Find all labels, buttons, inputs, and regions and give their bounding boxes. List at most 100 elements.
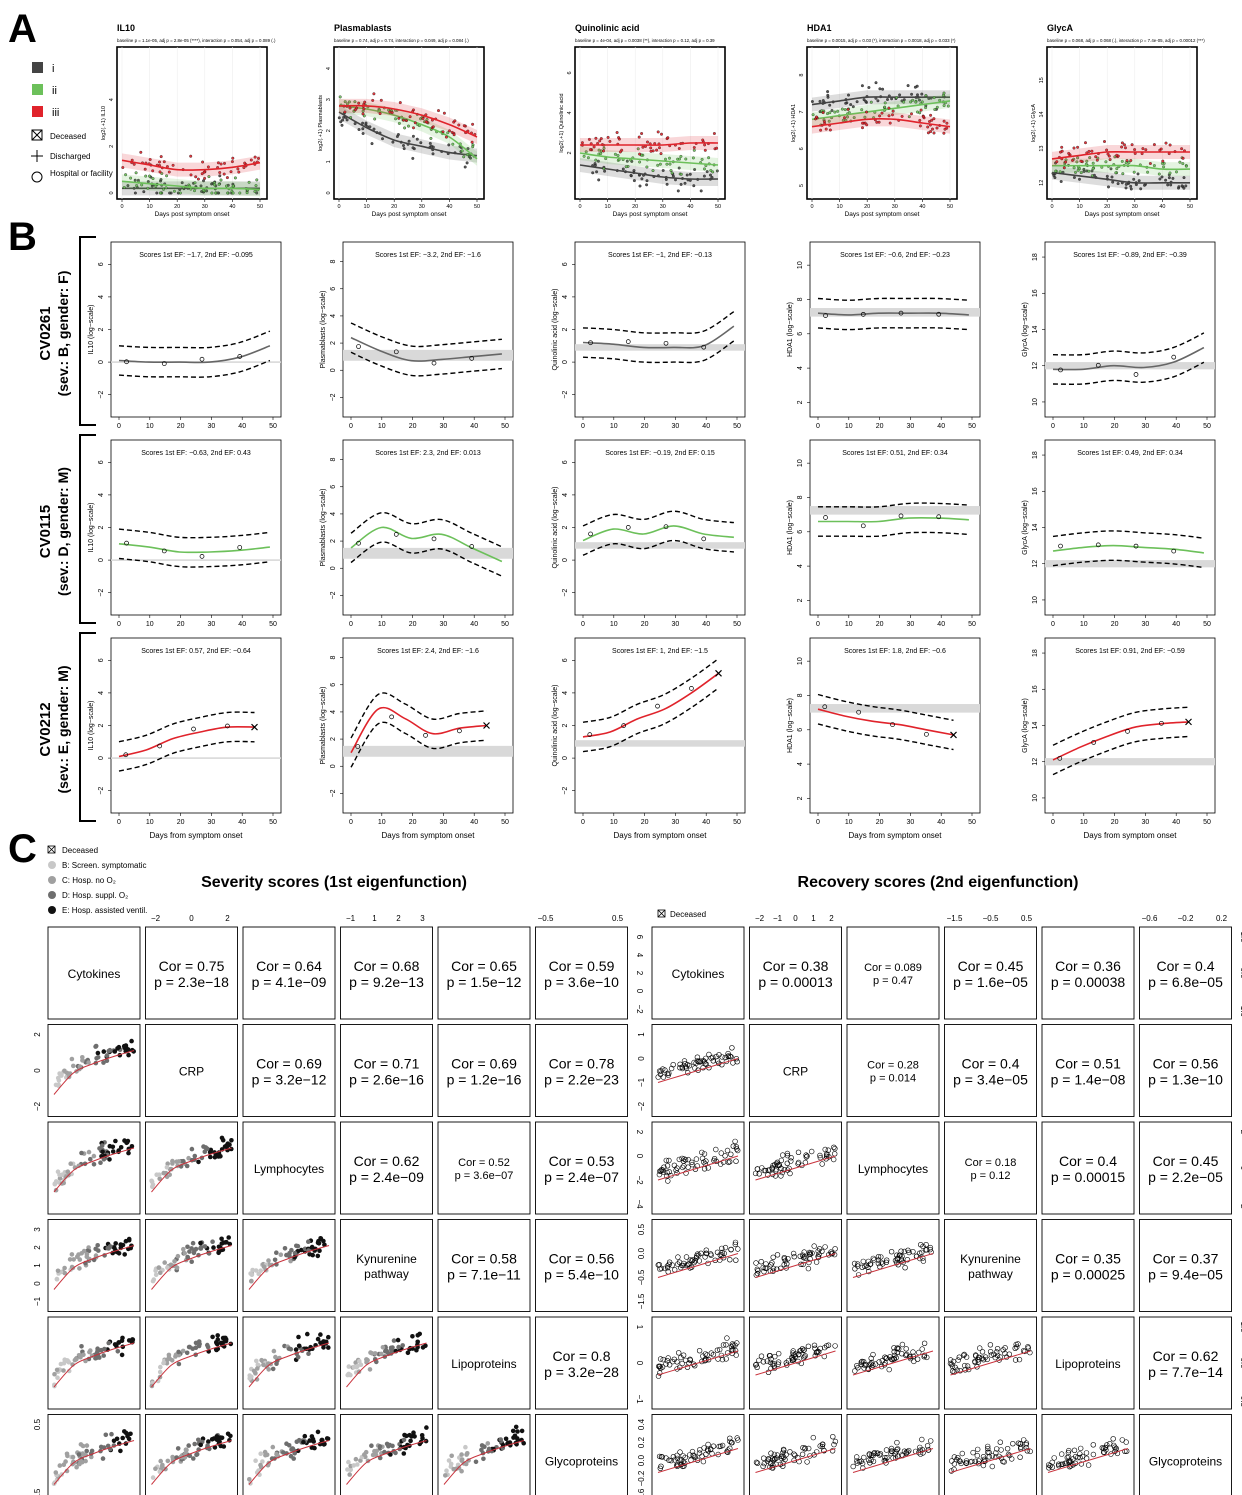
data-point (444, 135, 448, 139)
data-point (362, 114, 366, 118)
top-tick-label: −0.2 (1178, 914, 1194, 923)
x-tick-label: 50 (269, 423, 277, 430)
scatter-point (184, 1163, 190, 1169)
data-point (1072, 146, 1076, 150)
confidence-band (122, 174, 260, 197)
scatter-point (79, 1150, 84, 1156)
x-tick-label: 50 (968, 423, 976, 430)
correlation-text: p = 0.00013 (758, 974, 833, 990)
correlation-text: Cor = 0.59 (549, 958, 615, 974)
scatter-point (351, 1463, 357, 1468)
scatter-point (54, 1367, 60, 1373)
y-tick-label: 6 (799, 147, 805, 150)
data-point (238, 191, 242, 195)
left-tick-label: 0.5 (637, 1223, 646, 1235)
left-tick-label: −0.5 (637, 1269, 646, 1285)
top-tick-label: 2 (225, 914, 230, 923)
scatter-point (459, 1457, 465, 1462)
scatter-point (326, 1334, 331, 1340)
y-tick-label: 2 (98, 723, 105, 727)
data-point (679, 172, 683, 176)
scatter-point (55, 1375, 60, 1380)
y-tick-label: 2 (797, 400, 804, 404)
panel-a-stats: baseline p = 4e-04, adj p = 0.0038 (**),… (575, 38, 715, 43)
x-tick-label: 0 (117, 819, 121, 826)
data-point (1129, 159, 1133, 162)
panel-label-c: C (8, 827, 37, 871)
x-tick-label: 30 (892, 204, 898, 210)
scatter-point (249, 1278, 254, 1284)
y-tick-label: −2 (98, 589, 105, 597)
diagonal-label: pathway (364, 1267, 409, 1281)
panel-a-plot-glyca: GlycA baseline p = 0.068, adj p = 0.068 (… (1031, 23, 1205, 218)
correlation-text: Cor = 0.38 (763, 958, 829, 974)
recovery-legend-label: Deceased (670, 910, 706, 919)
data-point (361, 132, 365, 135)
x-tick-label: 40 (229, 204, 235, 210)
scatter-point (258, 1462, 263, 1468)
panel-b-plot: Scores 1st EF: 2.4, 2nd EF: −1.60 10 20 30 4… (320, 637, 514, 840)
scatter-point (88, 1156, 93, 1162)
y-tick-label: 8 (797, 495, 804, 499)
x-tick-label: 20 (641, 819, 649, 826)
data-point (178, 191, 182, 195)
y-tick-label: 14 (1039, 111, 1045, 117)
y-tick-label: 12 (1032, 758, 1039, 766)
x-tick-label: 50 (1203, 423, 1211, 430)
scatter-point (315, 1429, 321, 1435)
plus-icon (31, 150, 43, 162)
scatter-point (193, 1340, 199, 1346)
scatter-point (473, 1459, 479, 1465)
data-point (846, 107, 850, 111)
panel-b-plot: Scores 1st EF: −0.63, 2nd EF: 0.430 10 20 3… (88, 439, 282, 628)
top-tick-label: 2 (829, 914, 834, 923)
data-point (139, 150, 143, 154)
y-tick-label: 4 (109, 98, 115, 101)
scores-text: Scores 1st EF: −3.2, 2nd EF: −1.6 (375, 252, 481, 259)
scatter-point (519, 1428, 525, 1434)
data-point (638, 152, 642, 156)
x-tick-label: 10 (845, 423, 853, 430)
y-tick-label: 6 (562, 658, 569, 662)
left-tick-label: 0 (637, 1056, 646, 1061)
x-axis-label: Days from symptom onset (1084, 831, 1178, 840)
data-point (395, 135, 399, 138)
data-point (447, 143, 451, 147)
scatter-point (288, 1453, 294, 1459)
scatter-point (219, 1135, 225, 1141)
scatter-point (95, 1055, 101, 1060)
scatter-point (224, 1143, 230, 1149)
y-tick-label: 4 (98, 691, 105, 695)
data-point (337, 116, 341, 120)
x-tick-label: 40 (1172, 423, 1180, 430)
legend-label-hospital-text: Hospital or facility (50, 169, 113, 178)
matrix-cell (340, 1414, 433, 1495)
row-sublabel: (sev.: D, gender: M) (55, 467, 71, 596)
data-point (349, 116, 353, 119)
left-tick-label: 0.2 (637, 1436, 646, 1448)
plot-frame (342, 439, 514, 616)
x-tick-label: 30 (440, 423, 448, 430)
scatter-point (116, 1044, 122, 1050)
scatter-point (372, 1448, 377, 1454)
y-tick-label: 4 (330, 512, 337, 516)
data-point (124, 173, 128, 177)
top-tick-label: −1 (346, 914, 356, 923)
scatter-point (80, 1055, 85, 1060)
scatter-point (321, 1238, 326, 1244)
y-tick-label: 0 (330, 566, 337, 570)
correlation-text: p = 2.2e−05 (1148, 1169, 1223, 1185)
panel-b-plot: Scores 1st EF: −3.2, 2nd EF: −1.60 10 20 30… (320, 241, 514, 430)
matrix-cell (749, 1414, 842, 1495)
data-point (213, 183, 216, 187)
x-tick-label: 20 (876, 423, 884, 430)
diagonal-label: CRP (179, 1065, 204, 1079)
scatter-point (113, 1241, 118, 1246)
x-tick-label: 30 (672, 423, 680, 430)
scatter-point (223, 1337, 228, 1343)
severity-legend-label: E: Hosp. assisted ventil. (62, 906, 147, 915)
correlation-text: Cor = 0.28 (867, 1060, 919, 1072)
data-point (207, 175, 211, 179)
x-tick-label: 10 (1080, 621, 1088, 628)
panel-b-plot: Scores 1st EF: 0.51, 2nd EF: 0.34 0 10 20 30… (787, 439, 981, 628)
